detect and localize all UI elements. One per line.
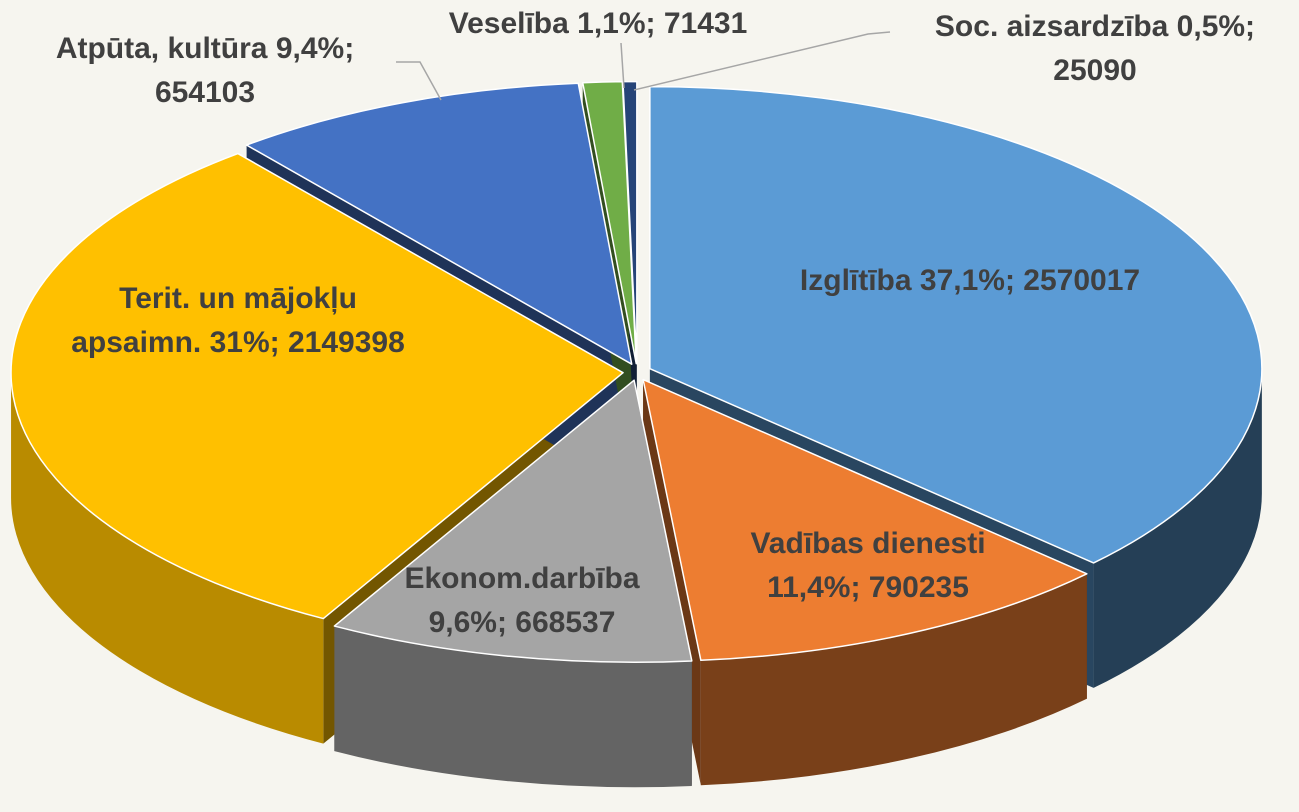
- data-label: Izglītība 37,1%; 2570017: [800, 264, 1140, 297]
- slice-side: [1093, 368, 1262, 688]
- data-label: 11,4%; 790235: [767, 571, 969, 604]
- data-label: Atpūta, kultūra 9,4%;: [56, 32, 354, 65]
- slice-side: [700, 573, 1087, 786]
- data-label: Veselība 1,1%; 71431: [449, 7, 748, 40]
- leader-line: [633, 31, 891, 91]
- slice-side: [334, 626, 692, 788]
- slice-tops: [10, 80, 1263, 663]
- slice: [649, 85, 1263, 564]
- data-label: Soc. aizsardzība 0,5%;: [935, 10, 1255, 43]
- data-label: 25090: [1053, 54, 1136, 87]
- data-label: apsaimn. 31%; 2149398: [71, 326, 405, 359]
- slice-side: [11, 372, 324, 744]
- leader-line: [396, 61, 442, 101]
- slice: [642, 378, 1088, 662]
- slice: [333, 379, 693, 663]
- data-label: Terit. un mājokļu: [119, 282, 357, 315]
- slice: [10, 152, 624, 620]
- slice: [245, 82, 633, 365]
- data-label: Ekonom.darbība: [404, 562, 639, 595]
- data-label: 9,6%; 668537: [429, 606, 616, 639]
- data-labels: Izglītība 37,1%; 2570017 Vadības dienesti…: [56, 7, 1255, 639]
- data-label: Vadības dienesti: [750, 527, 985, 560]
- data-label: 654103: [155, 76, 255, 109]
- leader-line: [620, 42, 625, 89]
